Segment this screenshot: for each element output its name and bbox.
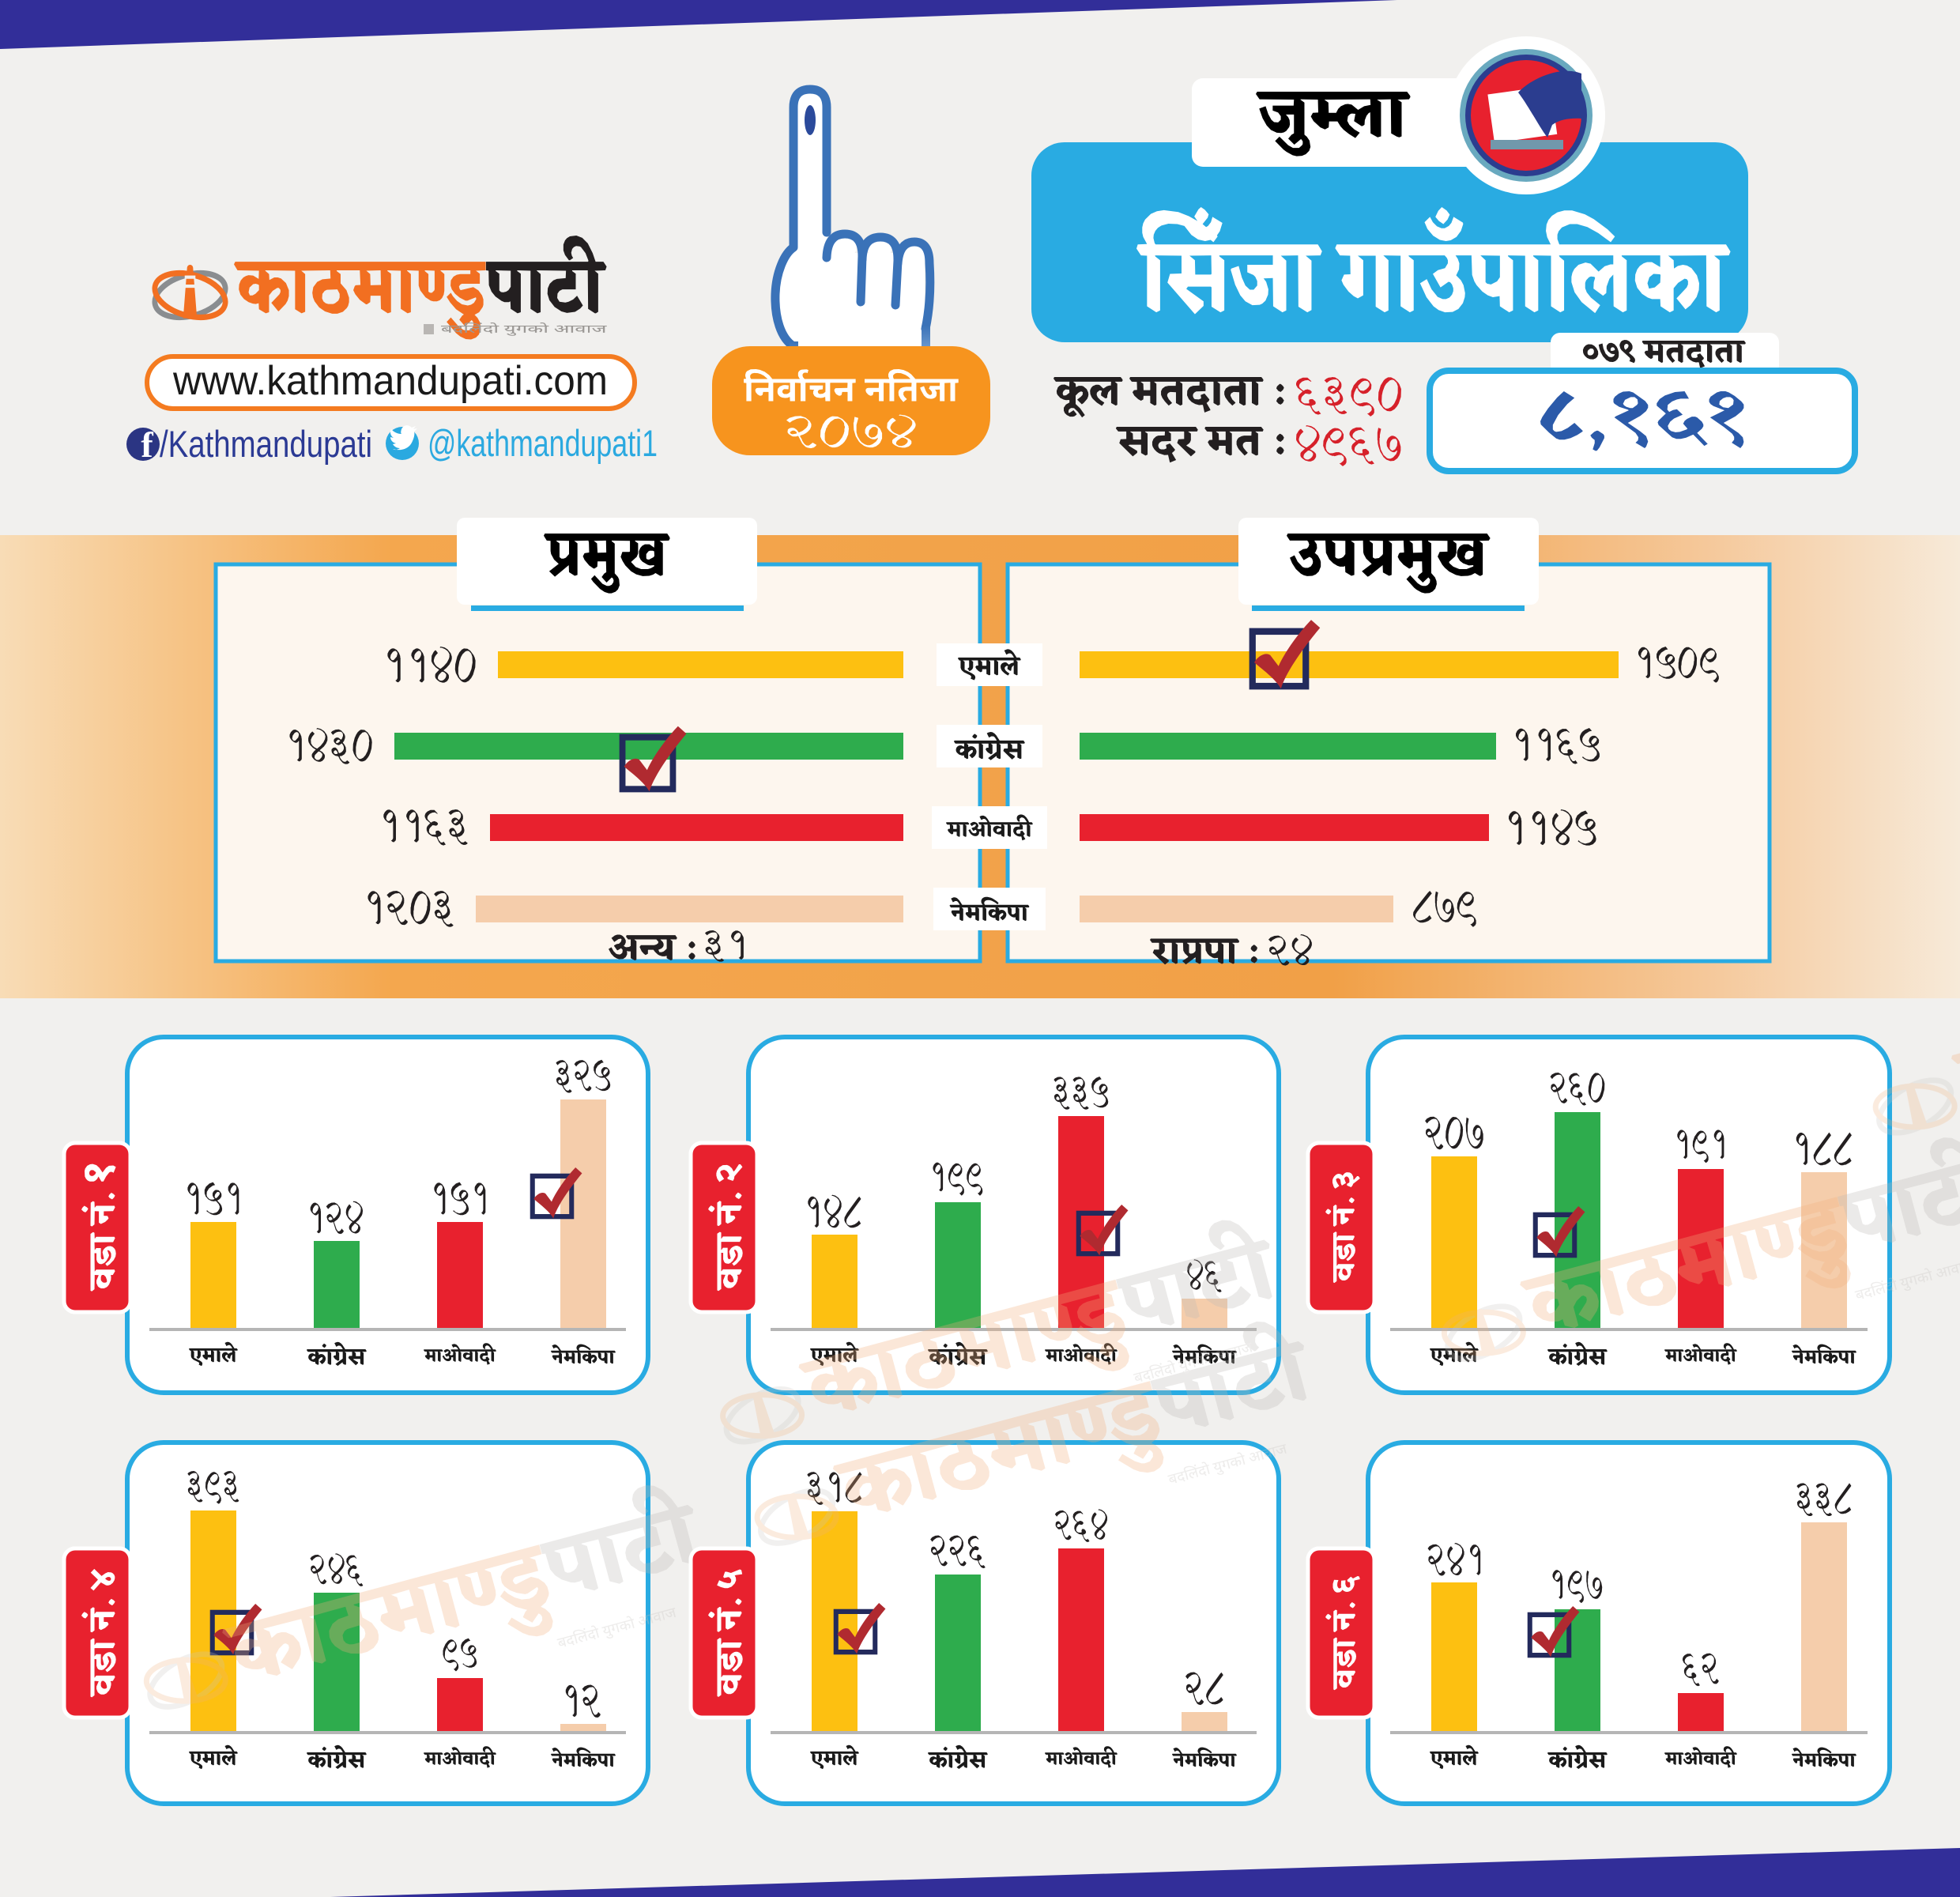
- svg-text:/Kathmandupati: /Kathmandupati: [160, 423, 372, 465]
- svg-text:f: f: [141, 424, 153, 465]
- svg-text:@kathmandupati1: @kathmandupati1: [428, 422, 658, 464]
- svg-text:www.kathmandupati.com: www.kathmandupati.com: [172, 358, 608, 404]
